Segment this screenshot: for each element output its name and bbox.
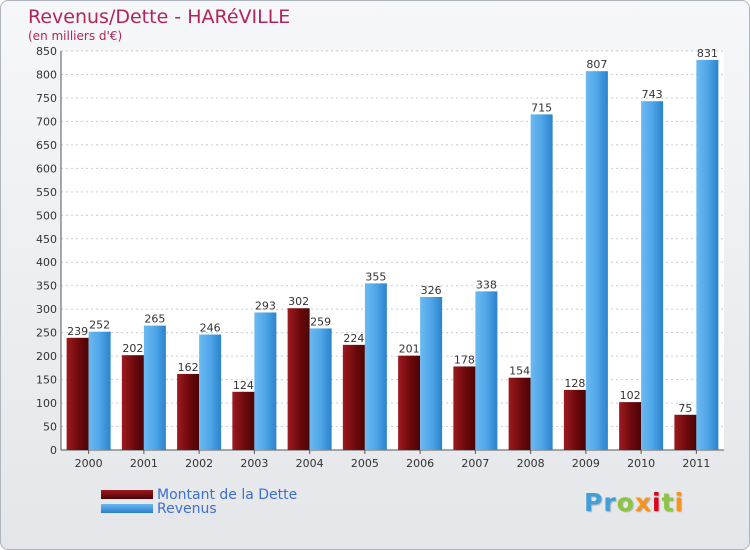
data-label-dette: 75 [678,402,692,415]
data-label-dette: 201 [399,343,420,356]
x-tick-label: 2000 [75,457,103,470]
bar-dette [342,344,365,450]
bar-dette [453,366,476,450]
y-tick-label: 700 [36,115,57,128]
data-label-revenus: 293 [255,299,276,312]
bar-dette [121,355,144,450]
x-tick-label: 2003 [240,457,268,470]
bar-revenus [254,312,277,450]
x-tick-label: 2008 [517,457,545,470]
y-tick-label: 300 [36,303,57,316]
bar-dette [177,373,200,450]
data-label-dette: 102 [620,389,641,402]
data-label-revenus: 265 [144,313,165,326]
chart-title: Revenus/Dette - HARéVILLE [28,6,291,28]
data-label-revenus: 338 [476,278,497,291]
data-label-revenus: 355 [365,270,386,283]
y-tick-label: 650 [36,139,57,152]
x-tick-label: 2011 [682,457,710,470]
bar-revenus [143,325,166,450]
bar-revenus [364,283,387,450]
data-label-revenus: 246 [200,322,221,335]
data-label-revenus: 252 [89,319,110,332]
bar-dette [287,308,310,450]
data-label-dette: 239 [67,325,88,338]
bar-revenus [530,114,553,450]
bar-dette [66,337,89,450]
bar-revenus [420,296,443,450]
legend-label-dette: Montant de la Dette [157,487,298,503]
bar-revenus [696,59,719,450]
data-label-dette: 154 [509,365,530,378]
y-tick-label: 600 [36,162,57,175]
data-label-dette: 124 [233,379,254,392]
data-label-revenus: 715 [531,101,552,114]
legend-swatch-dette [101,490,153,499]
bar-revenus [475,291,498,450]
x-tick-label: 2010 [627,457,655,470]
y-tick-label: 0 [50,444,57,457]
y-tick-label: 750 [36,92,57,105]
x-tick-label: 2001 [130,457,158,470]
bar-revenus [641,101,664,451]
y-tick-label: 450 [36,233,57,246]
y-tick-label: 350 [36,280,57,293]
y-tick-label: 150 [36,374,57,387]
y-tick-label: 50 [43,421,57,434]
plot-area [61,51,724,450]
y-tick-label: 550 [36,186,57,199]
data-label-revenus: 259 [310,315,331,328]
x-tick-label: 2004 [296,457,324,470]
bar-dette [619,402,642,450]
bar-revenus [585,71,608,451]
y-tick-label: 500 [36,209,57,222]
bar-dette [563,389,586,450]
y-tick-label: 250 [36,327,57,340]
data-label-revenus: 743 [642,88,663,101]
data-label-dette: 162 [178,361,199,374]
bar-dette [232,391,255,450]
data-label-revenus: 326 [421,284,442,297]
y-tick-label: 100 [36,397,57,410]
data-label-revenus: 831 [697,47,718,60]
data-label-dette: 178 [454,353,475,366]
data-label-revenus: 807 [586,58,607,71]
y-tick-label: 800 [36,68,57,81]
y-tick-label: 850 [36,45,57,58]
x-tick-label: 2005 [351,457,379,470]
x-tick-label: 2009 [572,457,600,470]
x-tick-label: 2002 [185,457,213,470]
legend-swatch-revenus [101,504,153,513]
y-tick-label: 200 [36,350,57,363]
bar-revenus [199,334,222,450]
x-tick-label: 2007 [461,457,489,470]
legend-label-revenus: Revenus [157,501,217,517]
bar-dette [508,377,531,450]
data-label-dette: 128 [564,377,585,390]
bar-revenus [88,331,111,450]
data-label-dette: 302 [288,295,309,308]
bar-dette [674,414,697,450]
data-label-dette: 202 [122,342,143,355]
data-label-dette: 224 [343,332,364,345]
y-tick-label: 400 [36,256,57,269]
proxiti-logo: Proxiti [584,488,685,517]
chart-subtitle: (en milliers d'€) [28,29,123,43]
bar-revenus [309,328,332,450]
x-tick-label: 2006 [406,457,434,470]
bar-dette [398,355,421,450]
